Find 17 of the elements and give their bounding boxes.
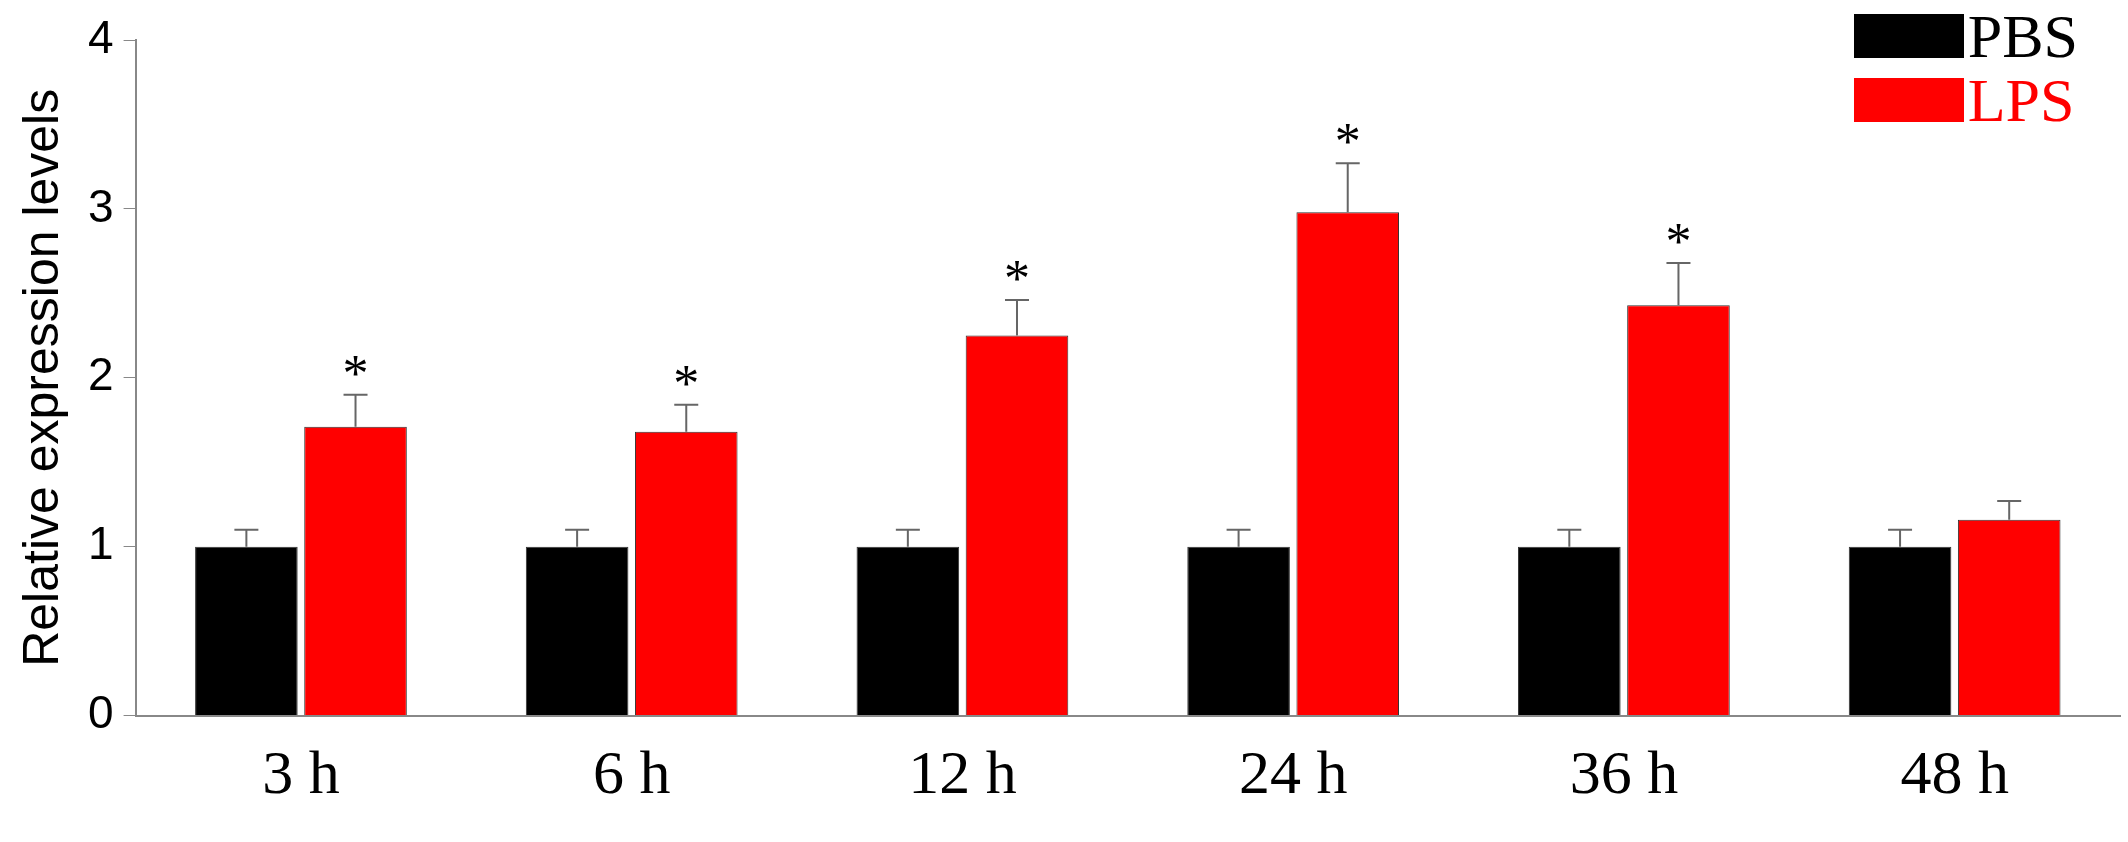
data-label: * xyxy=(342,344,369,402)
x-tick-label: 24 h xyxy=(1238,738,1348,807)
data-label: * xyxy=(1665,212,1692,270)
data-label: * xyxy=(1003,250,1030,308)
y-tick-label: 0 xyxy=(87,686,114,739)
x-tick-label: 6 h xyxy=(592,738,671,807)
x-tick-label: 3 h xyxy=(262,738,340,807)
x-tick-label: 48 h xyxy=(1900,738,2009,807)
y-tick-label: 2 xyxy=(87,348,114,401)
data-label: * xyxy=(673,354,700,412)
y-tick-label: 1 xyxy=(87,517,114,570)
x-tick-label: 36 h xyxy=(1569,738,1679,807)
y-axis-title: Relative expression levels xyxy=(12,88,69,667)
y-tick-label: 3 xyxy=(87,179,114,232)
y-tick-label: 4 xyxy=(87,10,114,63)
x-tick-label: 12 h xyxy=(908,738,1017,807)
data-label: * xyxy=(1334,113,1361,171)
